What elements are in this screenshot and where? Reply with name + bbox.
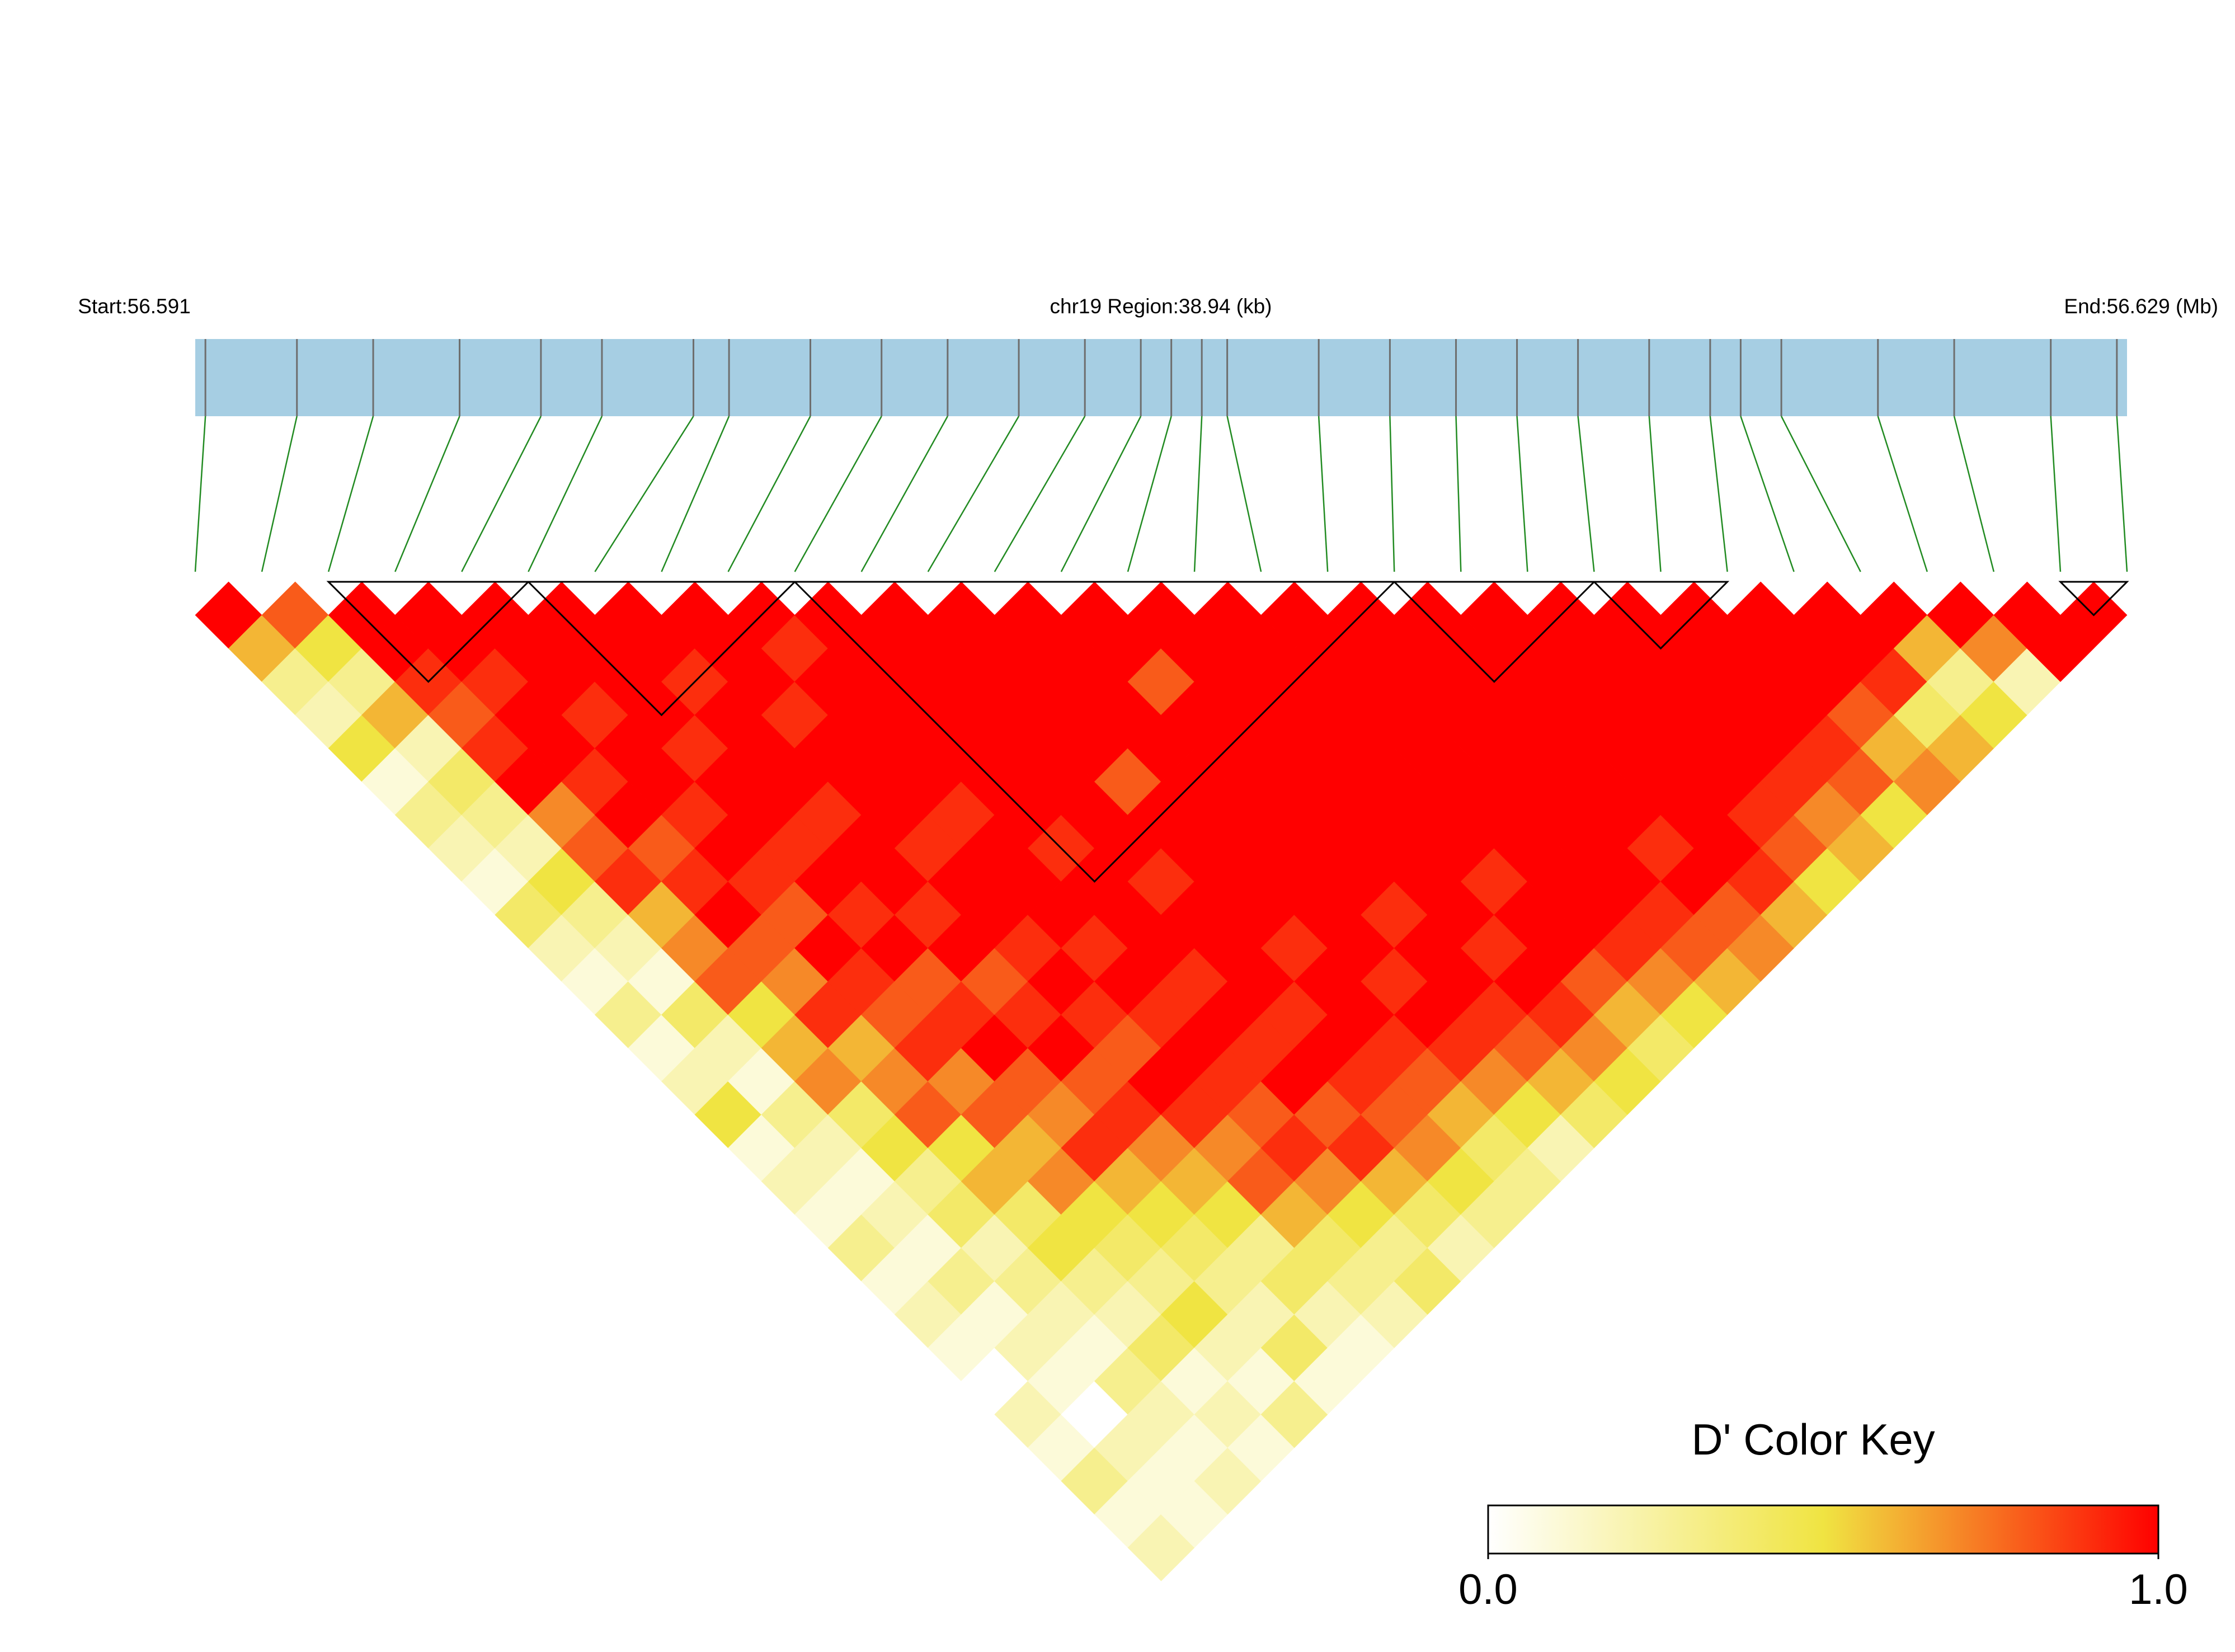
snp-connector [1648,416,1662,572]
snp-connector [2050,416,2062,572]
snp-connector [860,416,948,572]
snp-connector [1740,416,1795,572]
key-tick-label: 1.0 [2129,1566,2188,1613]
snp-connector [1577,416,1595,572]
snp-connector [727,416,811,572]
snp-connector [1877,416,1928,572]
snp-connector [1516,416,1528,572]
ld-block [326,581,530,683]
snp-connector [927,416,1020,572]
snp-connector [394,416,460,572]
snp-connector [194,416,206,572]
snp-connector [461,416,542,572]
ld-block [792,581,1396,883]
snp-connector [661,416,730,572]
snp-connector [1127,416,1172,572]
ld-block [526,581,797,717]
snp-connector [261,416,298,572]
snp-connector [1953,416,1995,572]
snp-connector [1780,416,1861,572]
color-key [1487,1504,2159,1555]
snp-connector [794,416,882,572]
snp-connector [1193,416,1203,572]
snp-connector [994,416,1086,572]
key-tick-label: 0.0 [1458,1566,1518,1613]
snp-connector [1318,416,1329,572]
snp-connector [327,416,374,572]
end-label: End:56.629 (Mb) [2064,295,2218,318]
ld-block [1592,581,1730,650]
snp-connector [1060,416,1142,572]
region-bar [195,339,2127,416]
region-label: chr19 Region:38.94 (kb) [1050,295,1272,318]
snp-connector [2116,416,2128,572]
snp-connector [528,416,603,572]
start-label: Start:56.591 [78,295,191,318]
ld-block [2058,581,2129,616]
snp-connector [1389,416,1395,572]
snp-connector [1455,416,1462,572]
ld-block [1392,581,1597,683]
snp-connector [594,416,694,572]
snp-connector [1226,416,1262,572]
key-title: D' Color Key [1691,1415,1935,1464]
snp-connector [1709,416,1728,572]
